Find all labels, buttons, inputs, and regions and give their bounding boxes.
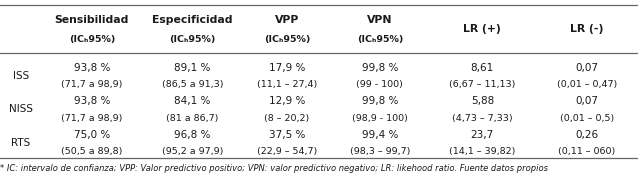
Text: 0,07: 0,07 <box>575 63 598 73</box>
Text: (11,1 – 27,4): (11,1 – 27,4) <box>257 80 317 89</box>
Text: 93,8 %: 93,8 % <box>73 96 110 106</box>
Text: (86,5 a 91,3): (86,5 a 91,3) <box>162 80 223 89</box>
Text: 23,7: 23,7 <box>471 130 494 140</box>
Text: 99,8 %: 99,8 % <box>362 96 398 106</box>
Text: (81 a 86,7): (81 a 86,7) <box>167 114 219 122</box>
Text: 99,4 %: 99,4 % <box>362 130 398 140</box>
Text: (0,11 – 060): (0,11 – 060) <box>558 147 616 156</box>
Text: (8 – 20,2): (8 – 20,2) <box>265 114 309 122</box>
Text: 12,9 %: 12,9 % <box>269 96 306 106</box>
Text: ISS: ISS <box>13 71 29 81</box>
Text: 99,8 %: 99,8 % <box>362 63 398 73</box>
Text: (0,01 – 0,47): (0,01 – 0,47) <box>557 80 617 89</box>
Text: 84,1 %: 84,1 % <box>174 96 211 106</box>
Text: VPN: VPN <box>367 15 392 25</box>
Text: (6,67 – 11,13): (6,67 – 11,13) <box>449 80 516 89</box>
Text: 17,9 %: 17,9 % <box>269 63 306 73</box>
Text: RTS: RTS <box>11 138 31 148</box>
Text: (ICₕ95%): (ICₕ95%) <box>357 35 403 44</box>
Text: 37,5 %: 37,5 % <box>269 130 306 140</box>
Text: 0,07: 0,07 <box>575 96 598 106</box>
Text: (4,73 – 7,33): (4,73 – 7,33) <box>452 114 513 122</box>
Text: LR (-): LR (-) <box>570 24 604 34</box>
Text: 8,61: 8,61 <box>471 63 494 73</box>
Text: 75,0 %: 75,0 % <box>74 130 110 140</box>
Text: (50,5 a 89,8): (50,5 a 89,8) <box>61 147 122 156</box>
Text: 89,1 %: 89,1 % <box>174 63 211 73</box>
Text: (98,3 – 99,7): (98,3 – 99,7) <box>350 147 410 156</box>
Text: (98,9 - 100): (98,9 - 100) <box>352 114 408 122</box>
Text: 0,26: 0,26 <box>575 130 598 140</box>
Text: (ICₕ95%): (ICₕ95%) <box>170 35 216 44</box>
Text: (22,9 – 54,7): (22,9 – 54,7) <box>257 147 317 156</box>
Text: NISS: NISS <box>9 104 33 114</box>
Text: (14,1 – 39,82): (14,1 – 39,82) <box>449 147 516 156</box>
Text: VPP: VPP <box>275 15 299 25</box>
Text: Sensibilidad: Sensibilidad <box>55 15 129 25</box>
Text: Especificidad: Especificidad <box>152 15 233 25</box>
Text: (ICₕ95%): (ICₕ95%) <box>69 35 115 44</box>
Text: 5,88: 5,88 <box>471 96 494 106</box>
Text: 96,8 %: 96,8 % <box>174 130 211 140</box>
Text: * IC: intervalo de confianza; VPP: Valor predictivo positivo; VPN: valor predict: * IC: intervalo de confianza; VPP: Valor… <box>0 164 548 173</box>
Text: (71,7 a 98,9): (71,7 a 98,9) <box>61 80 122 89</box>
Text: (71,7 a 98,9): (71,7 a 98,9) <box>61 114 122 122</box>
Text: LR (+): LR (+) <box>463 24 501 34</box>
Text: (95,2 a 97,9): (95,2 a 97,9) <box>162 147 223 156</box>
Text: (ICₕ95%): (ICₕ95%) <box>264 35 310 44</box>
Text: 93,8 %: 93,8 % <box>73 63 110 73</box>
Text: (0,01 – 0,5): (0,01 – 0,5) <box>560 114 614 122</box>
Text: (99 - 100): (99 - 100) <box>357 80 403 89</box>
